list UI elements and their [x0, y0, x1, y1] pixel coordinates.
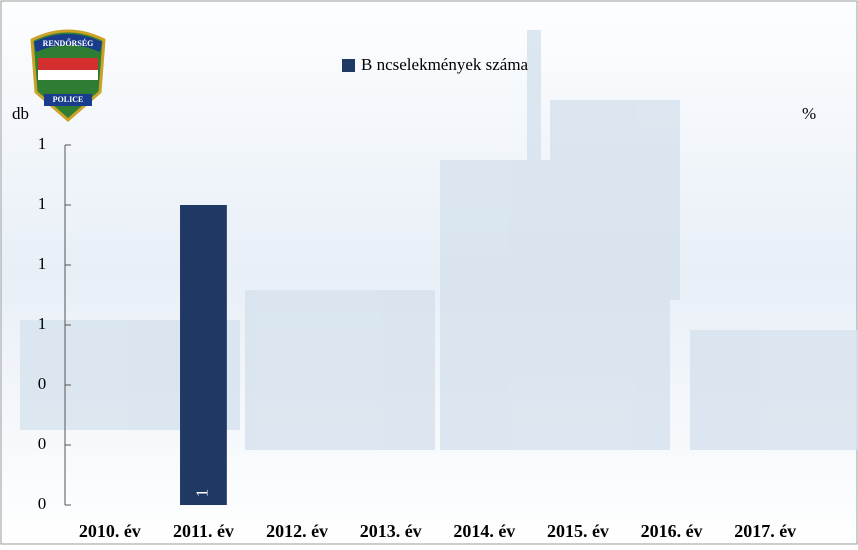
x-tick-label: 2017. év — [734, 521, 796, 541]
value-label: 1 — [192, 489, 211, 498]
logo: RENDŐRSÉG POLICE — [30, 29, 106, 122]
x-tick-label: 2011. év — [173, 521, 234, 541]
y-tick-label: 0 — [38, 434, 47, 453]
x-tick-label: 2016. év — [641, 521, 703, 541]
x-tick-label: 2010. év — [79, 521, 141, 541]
y-tick-label: 0 — [38, 494, 47, 513]
logo-text: POLICE — [53, 95, 84, 104]
x-tick-label: 2012. év — [266, 521, 328, 541]
background-buildings — [20, 30, 858, 450]
logo-text: RENDŐRSÉG — [43, 38, 94, 48]
y-tick-label: 1 — [38, 194, 47, 213]
y-tick-label: 0 — [38, 374, 47, 393]
y-tick-label: 1 — [38, 254, 47, 273]
x-tick-label: 2013. év — [360, 521, 422, 541]
legend-label: B ncselekmények száma — [361, 55, 529, 74]
y-tick-label: 1 — [38, 314, 47, 333]
x-tick-label: 2014. év — [453, 521, 515, 541]
y-axis-label: db — [12, 104, 29, 123]
x-tick-label: 2015. év — [547, 521, 609, 541]
legend-swatch — [342, 59, 355, 72]
y2-axis-label: % — [802, 104, 816, 123]
bar — [180, 205, 227, 505]
y-tick-label: 1 — [38, 134, 47, 153]
